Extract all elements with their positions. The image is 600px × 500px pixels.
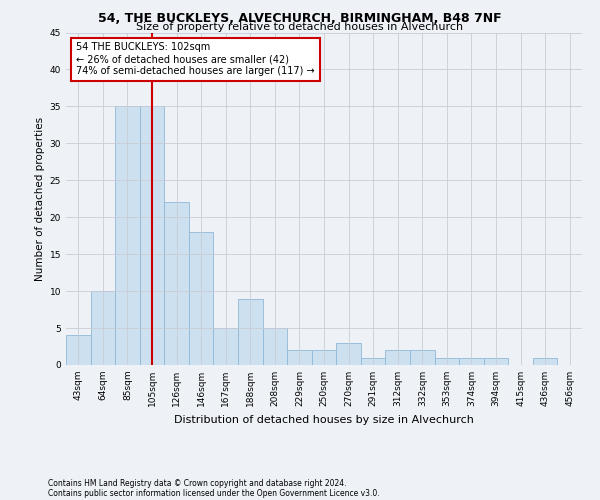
Text: 54, THE BUCKLEYS, ALVECHURCH, BIRMINGHAM, B48 7NF: 54, THE BUCKLEYS, ALVECHURCH, BIRMINGHAM…: [98, 12, 502, 26]
Y-axis label: Number of detached properties: Number of detached properties: [35, 116, 46, 281]
Bar: [385, 350, 410, 365]
Bar: [164, 202, 189, 365]
Bar: [533, 358, 557, 365]
Bar: [91, 291, 115, 365]
Bar: [66, 336, 91, 365]
Bar: [459, 358, 484, 365]
Bar: [434, 358, 459, 365]
Bar: [115, 106, 140, 365]
Bar: [214, 328, 238, 365]
Bar: [336, 343, 361, 365]
Bar: [238, 298, 263, 365]
Text: Size of property relative to detached houses in Alvechurch: Size of property relative to detached ho…: [136, 22, 464, 32]
Bar: [312, 350, 336, 365]
Bar: [263, 328, 287, 365]
Text: Contains HM Land Registry data © Crown copyright and database right 2024.: Contains HM Land Registry data © Crown c…: [48, 478, 347, 488]
Bar: [361, 358, 385, 365]
Bar: [189, 232, 214, 365]
Bar: [410, 350, 434, 365]
Text: Contains public sector information licensed under the Open Government Licence v3: Contains public sector information licen…: [48, 488, 380, 498]
Bar: [287, 350, 312, 365]
X-axis label: Distribution of detached houses by size in Alvechurch: Distribution of detached houses by size …: [174, 414, 474, 424]
Bar: [140, 106, 164, 365]
Bar: [484, 358, 508, 365]
Text: 54 THE BUCKLEYS: 102sqm
← 26% of detached houses are smaller (42)
74% of semi-de: 54 THE BUCKLEYS: 102sqm ← 26% of detache…: [76, 42, 315, 76]
